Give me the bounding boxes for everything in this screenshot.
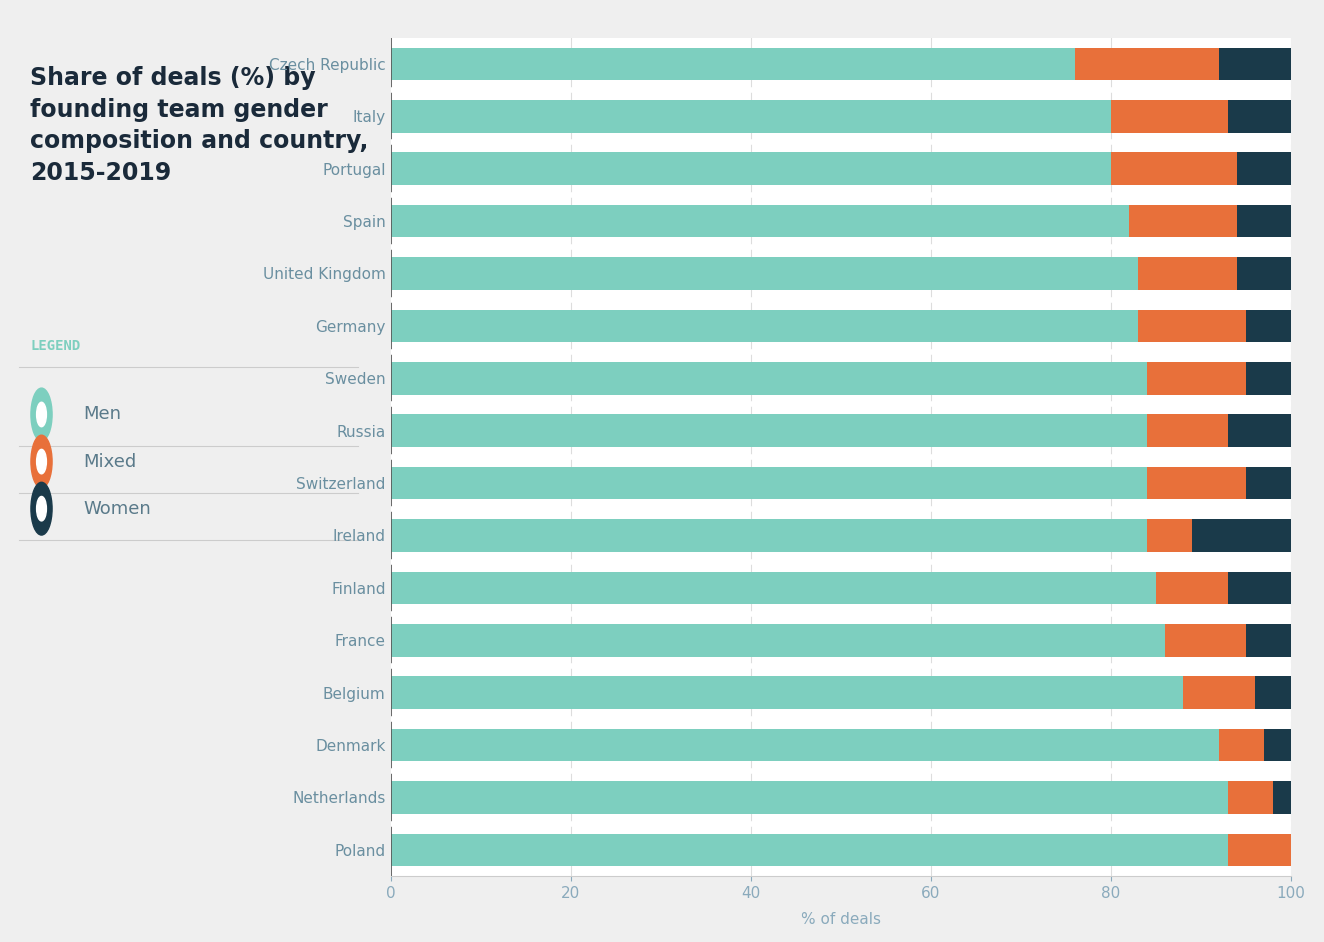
Bar bbox=[391, 834, 1227, 866]
Text: Women: Women bbox=[83, 499, 151, 518]
Text: LEGEND: LEGEND bbox=[30, 339, 81, 353]
Bar bbox=[1272, 781, 1291, 814]
Bar bbox=[1129, 204, 1237, 237]
Bar bbox=[391, 572, 1156, 604]
Bar bbox=[391, 414, 1147, 447]
Bar bbox=[1255, 676, 1291, 709]
Bar bbox=[1182, 676, 1255, 709]
Bar bbox=[391, 519, 1147, 552]
Bar bbox=[1147, 414, 1227, 447]
Bar bbox=[391, 100, 1111, 133]
Bar bbox=[1246, 467, 1291, 499]
Bar bbox=[1111, 100, 1227, 133]
Circle shape bbox=[37, 402, 46, 427]
Bar bbox=[1219, 48, 1291, 80]
Bar bbox=[391, 153, 1111, 185]
Bar bbox=[391, 362, 1147, 395]
Circle shape bbox=[37, 449, 46, 474]
Bar bbox=[1227, 572, 1291, 604]
Circle shape bbox=[37, 496, 46, 521]
Circle shape bbox=[30, 388, 52, 441]
X-axis label: % of deals: % of deals bbox=[801, 912, 880, 927]
Bar bbox=[391, 204, 1129, 237]
Bar bbox=[1147, 467, 1246, 499]
Bar bbox=[1219, 729, 1264, 761]
Bar bbox=[1246, 310, 1291, 342]
Bar bbox=[1137, 310, 1246, 342]
Bar bbox=[391, 676, 1182, 709]
Bar bbox=[1227, 100, 1291, 133]
Bar bbox=[1156, 572, 1227, 604]
Bar bbox=[391, 48, 1075, 80]
Bar bbox=[1075, 48, 1219, 80]
Bar bbox=[1137, 257, 1237, 290]
Text: Men: Men bbox=[83, 405, 120, 424]
Bar bbox=[1165, 624, 1246, 657]
Bar bbox=[1246, 624, 1291, 657]
Bar bbox=[1246, 362, 1291, 395]
Bar bbox=[1237, 153, 1291, 185]
Bar bbox=[391, 257, 1137, 290]
Bar bbox=[391, 467, 1147, 499]
Bar bbox=[1227, 834, 1291, 866]
Bar bbox=[1237, 257, 1291, 290]
Bar bbox=[1227, 781, 1272, 814]
Text: Mixed: Mixed bbox=[83, 452, 136, 471]
Bar bbox=[391, 310, 1137, 342]
Bar bbox=[391, 729, 1219, 761]
Bar bbox=[1192, 519, 1291, 552]
Bar bbox=[1264, 729, 1291, 761]
Bar bbox=[1147, 362, 1246, 395]
Bar bbox=[391, 624, 1165, 657]
Bar bbox=[1237, 204, 1291, 237]
Bar bbox=[1111, 153, 1237, 185]
Circle shape bbox=[30, 435, 52, 488]
Bar bbox=[391, 781, 1227, 814]
Bar bbox=[1227, 414, 1291, 447]
Circle shape bbox=[30, 482, 52, 535]
Text: Share of deals (%) by
founding team gender
composition and country,
2015-2019: Share of deals (%) by founding team gend… bbox=[30, 66, 368, 185]
Bar bbox=[1147, 519, 1192, 552]
